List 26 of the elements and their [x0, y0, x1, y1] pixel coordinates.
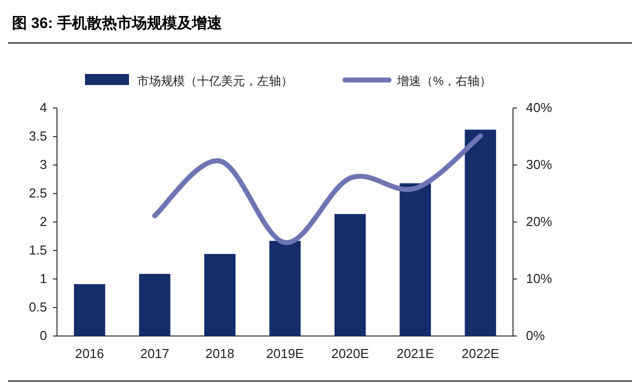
- ytick: 0: [40, 328, 47, 343]
- xtick: 2021E: [396, 346, 434, 361]
- title: 图 36: 手机散热市场规模及增速: [12, 15, 222, 32]
- y2tick: 30%: [526, 157, 552, 172]
- y2tick: 20%: [526, 214, 552, 229]
- xtick: 2022E: [462, 346, 500, 361]
- ytick: 1.5: [28, 242, 47, 258]
- ytick: 2.5: [28, 186, 47, 200]
- ytick: 0.5: [28, 300, 47, 314]
- y2tick: 10%: [526, 271, 552, 286]
- ytick: 3: [40, 157, 47, 172]
- ytick: 3.5: [28, 128, 47, 144]
- ytick: 2: [40, 214, 47, 229]
- y2tick: 0%: [526, 328, 545, 343]
- xtick: 2020E: [331, 346, 369, 361]
- ytick: 4: [40, 100, 47, 115]
- y2tick: 40%: [526, 100, 552, 115]
- xtick: 2018: [205, 346, 234, 361]
- legend-label: 增速（%，右轴）: [396, 74, 492, 88]
- legend-item: 市场规模（十亿美元，左轴）: [85, 74, 293, 88]
- ytick: 1: [40, 271, 47, 286]
- xtick: 2019E: [266, 346, 304, 361]
- legend-label: 市场规模（十亿美元，左轴）: [137, 74, 293, 88]
- xtick: 2016: [75, 346, 104, 361]
- legend-item: 增速（%，右轴）: [342, 74, 492, 88]
- xtick: 2017: [140, 346, 170, 361]
